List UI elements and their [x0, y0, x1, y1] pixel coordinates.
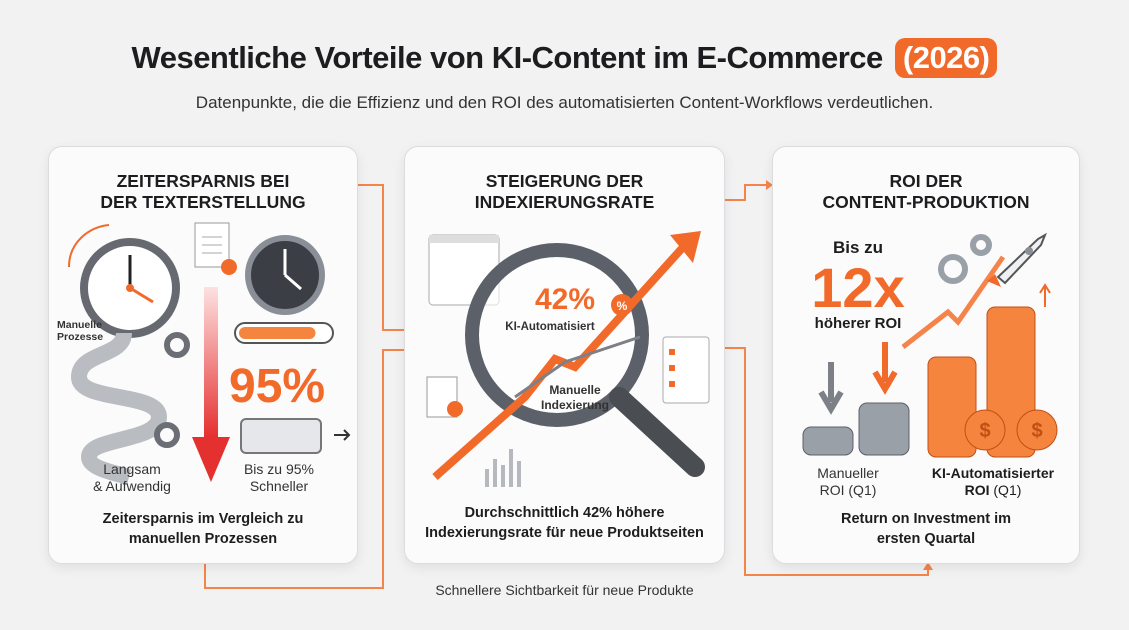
roi-pre-label: Bis zu: [832, 238, 884, 257]
label-line: Manueller: [817, 465, 879, 481]
ai-roi-label: KI-Automatisierter ROI (Q1): [913, 465, 1073, 499]
label-line: Schneller: [249, 478, 309, 494]
label-line: ROI (Q1): [819, 482, 877, 498]
manual-coins-icon: [802, 402, 910, 456]
ai-coins-icon: [927, 306, 1058, 458]
manual-label: Manuelle Indexierung: [525, 383, 625, 413]
card-footer: Zeitersparnis im Vergleich zu manuellen P…: [49, 509, 357, 549]
title-line: DER TEXTERSTELLUNG: [100, 192, 306, 212]
title-line: INDEXIERUNGSRATE: [474, 192, 655, 212]
orange-arrow-icon: [68, 224, 110, 268]
magnifier-icon: [465, 243, 705, 477]
label-line: Prozesse: [57, 331, 104, 343]
manual-roi-label: Manueller ROI (Q1): [793, 465, 903, 499]
growth-arrow-icon: [432, 242, 688, 480]
label-line: Bis zu 95%: [243, 461, 315, 477]
process-label: Manuelle Prozesse: [57, 319, 103, 343]
coin-symbol: $: [1031, 420, 1042, 442]
label-line: Langsam: [103, 461, 161, 477]
label-rest: (Q1): [989, 482, 1022, 498]
card-indexing-rate: STEIGERUNG DER INDEXIERUNGSRATE % 42% KI-…: [404, 146, 725, 564]
footer-line: Indexierungsrate für neue Produktseiten: [425, 525, 704, 541]
document-check-icon: [194, 222, 237, 275]
title-line: STEIGERUNG DER: [485, 171, 644, 191]
coin-symbol: $: [979, 420, 990, 442]
label-line: KI-Automatisierter: [931, 465, 1055, 481]
ai-label: KI-Automatisiert: [505, 321, 595, 333]
growth-line: [901, 255, 1006, 349]
card-footer: Return on Investment im ersten Quartal: [773, 509, 1079, 549]
big-value: 42%: [535, 283, 596, 316]
page-title: Wesentliche Vorteile von KI-Content im E…: [0, 38, 1129, 78]
footer-line: ersten Quartal: [876, 531, 976, 547]
rocket-icon: [987, 232, 1047, 287]
card-title: STEIGERUNG DER INDEXIERUNGSRATE: [405, 171, 724, 213]
card-roi: ROI DER CONTENT-PRODUKTION Bis zu 12x höh…: [772, 146, 1080, 564]
footer-line: Durchschnittlich 42% höhere: [464, 505, 665, 521]
roi-post-label: höherer ROI: [814, 315, 902, 332]
bottom-caption: Schnellere Sichtbarkeit für neue Produkt…: [435, 582, 694, 598]
card-footer: Durchschnittlich 42% höhere Indexierungsr…: [405, 503, 724, 543]
label-line: & Aufwendig: [93, 478, 171, 494]
big-value: 95%: [229, 360, 326, 413]
label-line: ROI (Q1): [913, 482, 1073, 499]
year-badge: (2026): [894, 38, 998, 78]
slow-label: Langsam & Aufwendig: [77, 461, 187, 495]
gear-icon: [154, 332, 190, 448]
time-savings-illustration: [68, 222, 351, 485]
title-line: ZEITERSPARNIS BEI: [116, 171, 290, 191]
faster-label: Bis zu 95% Schneller: [229, 461, 329, 495]
fast-clock-icon: [245, 235, 325, 315]
keyboard-icon: [240, 418, 322, 454]
indexing-illustration: %: [426, 231, 710, 487]
label-line: Manuelle: [549, 383, 601, 397]
footer-line: Return on Investment im: [841, 511, 1011, 527]
gear-icon: [938, 234, 992, 284]
progress-fill: [239, 327, 316, 339]
analog-clock-icon: [80, 238, 180, 338]
card-title: ZEITERSPARNIS BEI DER TEXTERSTELLUNG: [49, 171, 357, 213]
down-arrow-icon: [204, 287, 218, 437]
roi-illustration: $ $: [802, 232, 1058, 458]
bar-chart-icon: [485, 449, 521, 487]
footer-line: Zeitersparnis im Vergleich zu: [102, 511, 304, 527]
winding-road-icon: [70, 331, 168, 485]
label-bold: ROI: [964, 482, 990, 498]
label-line: Manuelle: [57, 319, 102, 331]
manual-trend-line: [514, 335, 641, 399]
big-value: 12x: [811, 256, 905, 319]
down-arrow-icon: [818, 362, 844, 415]
title-text: Wesentliche Vorteile von KI-Content im E…: [131, 40, 884, 75]
percent-badge-text: %: [617, 299, 628, 313]
arrow-right-icon: [334, 429, 351, 441]
card-time-savings: ZEITERSPARNIS BEI DER TEXTERSTELLUNG Manu…: [48, 146, 358, 564]
percent-badge: [611, 294, 633, 316]
title-line: ROI DER: [889, 171, 963, 191]
down-arrow-icon: [872, 342, 898, 395]
footer-line: manuellen Prozessen: [128, 531, 278, 547]
up-arrow-icon: [1039, 283, 1051, 307]
card-title: ROI DER CONTENT-PRODUKTION: [773, 171, 1079, 213]
title-line: CONTENT-PRODUKTION: [822, 192, 1030, 212]
document-check-icon: [426, 376, 463, 418]
checklist-icon: [662, 336, 710, 404]
page-subtitle: Datenpunkte, die die Effizienz und den R…: [195, 93, 934, 112]
label-line: Indexierung: [540, 398, 609, 412]
